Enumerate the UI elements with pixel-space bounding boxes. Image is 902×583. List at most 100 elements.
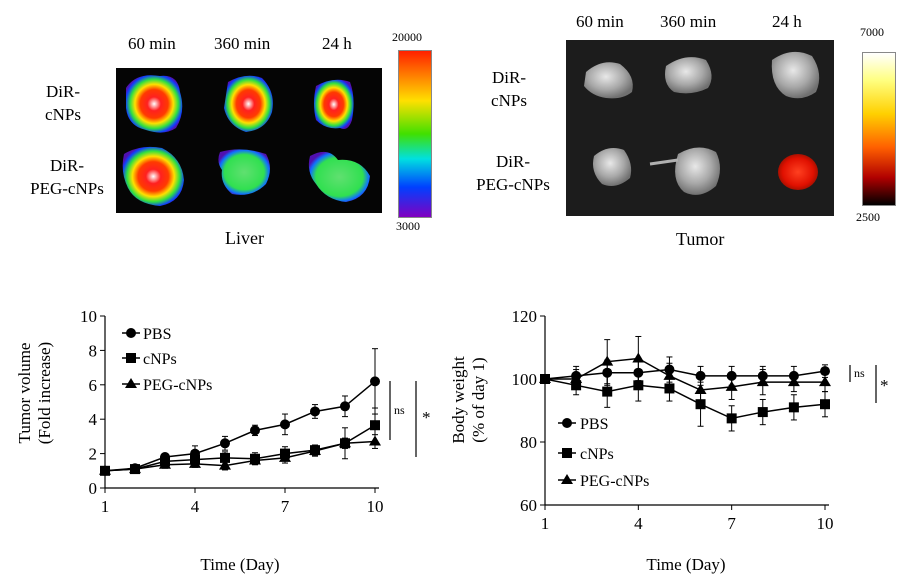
data-point bbox=[370, 420, 380, 431]
tumor-colorbar-max: 7000 bbox=[860, 25, 884, 39]
x-tick-label: 1 bbox=[541, 514, 550, 533]
y-tick-label: 0 bbox=[89, 479, 98, 498]
tumor-sample-cnps-24h bbox=[771, 51, 820, 99]
data-point bbox=[663, 369, 676, 380]
series-pbs bbox=[100, 348, 380, 476]
data-point bbox=[220, 438, 230, 449]
tumor-sample-peg-360min-tail bbox=[649, 158, 679, 166]
tumor-time-label-3: 24 h bbox=[772, 12, 802, 31]
data-point bbox=[819, 376, 831, 387]
legend-label-peg-cnps: PEG-cNPs bbox=[143, 377, 212, 394]
series-peg-cnps bbox=[539, 335, 831, 404]
tumor-volume-y-ticks: 0 2 4 6 8 10 bbox=[80, 307, 105, 498]
legend-marker-peg-cnps bbox=[125, 378, 137, 388]
body-weight-annotation-star: * bbox=[880, 376, 889, 395]
y-tick-label: 100 bbox=[512, 370, 538, 389]
data-point bbox=[757, 407, 768, 418]
body-weight-ylabel-line2: (% of day 1) bbox=[469, 357, 488, 442]
series-line bbox=[104, 440, 376, 472]
liver-row-label-2-line2: PEG-cNPs bbox=[30, 179, 104, 198]
x-tick-label: 7 bbox=[281, 497, 290, 516]
liver-colorbar-min: 3000 bbox=[396, 219, 420, 233]
liver-row-label-1-line2: cNPs bbox=[45, 105, 81, 124]
data-point bbox=[99, 464, 111, 475]
y-tick-label: 120 bbox=[512, 307, 538, 326]
liver-row-label-1-line1: DiR- bbox=[46, 82, 80, 101]
data-point bbox=[632, 352, 645, 363]
series-pbs bbox=[540, 356, 830, 386]
data-point bbox=[570, 373, 583, 383]
tumor-row-label-1: DiR- cNPs bbox=[474, 66, 544, 112]
tumor-sample-peg-360min bbox=[675, 147, 720, 195]
y-tick-label: 8 bbox=[89, 341, 98, 360]
series-line bbox=[544, 368, 826, 380]
data-point bbox=[695, 370, 706, 381]
y-tick-label: 6 bbox=[89, 376, 98, 395]
data-point bbox=[249, 454, 261, 465]
liver-organ-cnps-24h bbox=[314, 79, 354, 129]
body-weight-series bbox=[539, 335, 831, 432]
y-tick-label: 10 bbox=[80, 307, 97, 326]
data-point bbox=[756, 376, 769, 387]
tumor-row-label-1-line2: cNPs bbox=[491, 91, 527, 110]
data-point bbox=[725, 380, 738, 391]
body-weight-ylabel-line1: Body weight bbox=[450, 356, 468, 444]
liver-time-label-1: 60 min bbox=[128, 34, 176, 53]
data-point bbox=[694, 384, 707, 395]
tumor-row-label-2: DiR- PEG-cNPs bbox=[468, 150, 558, 196]
data-point bbox=[219, 459, 231, 470]
series-line bbox=[104, 380, 376, 472]
data-point bbox=[695, 399, 706, 410]
y-tick-label: 60 bbox=[520, 496, 537, 515]
tumor-sample-cnps-60min bbox=[584, 62, 633, 99]
liver-time-label-3: 24 h bbox=[322, 34, 352, 53]
tumor-row-label-2-line1: DiR- bbox=[496, 152, 530, 171]
data-point bbox=[220, 452, 230, 463]
data-point bbox=[339, 437, 351, 448]
data-point bbox=[539, 373, 551, 383]
tumor-time-label-1: 60 min bbox=[576, 12, 624, 31]
tumor-volume-xlabel: Time (Day) bbox=[200, 555, 279, 574]
liver-row-label-1: DiR- cNPs bbox=[28, 80, 98, 126]
tumor-sample-cnps-360min bbox=[665, 57, 712, 94]
x-tick-label: 10 bbox=[817, 514, 834, 533]
tumor-volume-annotation-ns: ns bbox=[394, 403, 405, 417]
body-weight-significance: ns * bbox=[849, 365, 889, 403]
liver-colorbar-max: 20000 bbox=[392, 30, 422, 44]
legend-label-cnps: cNPs bbox=[143, 351, 177, 368]
tumor-colorbar bbox=[862, 52, 896, 206]
tumor-row-label-1-line1: DiR- bbox=[492, 68, 526, 87]
x-tick-label: 4 bbox=[634, 514, 643, 533]
tumor-colorbar-min: 2500 bbox=[856, 210, 880, 224]
data-point bbox=[820, 366, 830, 377]
liver-row-label-2: DiR- PEG-cNPs bbox=[22, 154, 112, 200]
data-point bbox=[633, 380, 644, 391]
x-tick-label: 4 bbox=[191, 497, 200, 516]
tumor-image bbox=[566, 40, 834, 216]
tumor-volume-chart: 0 2 4 6 8 10 1 4 7 10 Time (Day) Tumor volume (F… bbox=[15, 307, 431, 574]
tumor-sample-peg-24h bbox=[778, 154, 818, 190]
tumor-time-label-2: 360 min bbox=[660, 12, 717, 31]
tumor-caption: Tumor bbox=[676, 229, 725, 249]
data-point bbox=[310, 406, 320, 417]
liver-organ-peg-60min bbox=[122, 146, 184, 206]
data-point bbox=[602, 386, 613, 397]
data-point bbox=[726, 413, 737, 424]
liver-organ-peg-360min bbox=[218, 149, 270, 195]
data-point bbox=[280, 419, 290, 430]
data-point bbox=[369, 435, 381, 446]
liver-time-label-2: 360 min bbox=[214, 34, 271, 53]
data-point bbox=[279, 451, 291, 462]
x-tick-label: 1 bbox=[101, 497, 110, 516]
legend-marker-peg-cnps bbox=[561, 474, 573, 484]
tumor-volume-axes bbox=[104, 316, 379, 489]
liver-row-label-2-line1: DiR- bbox=[50, 156, 84, 175]
x-tick-label: 7 bbox=[727, 514, 736, 533]
series-line bbox=[544, 378, 826, 420]
tumor-sample-peg-60min bbox=[593, 148, 632, 186]
data-point bbox=[159, 458, 171, 469]
tumor-volume-x-ticks: 1 4 7 10 bbox=[101, 488, 384, 516]
data-point bbox=[820, 399, 830, 410]
body-weight-x-ticks: 1 4 7 10 bbox=[541, 505, 834, 533]
